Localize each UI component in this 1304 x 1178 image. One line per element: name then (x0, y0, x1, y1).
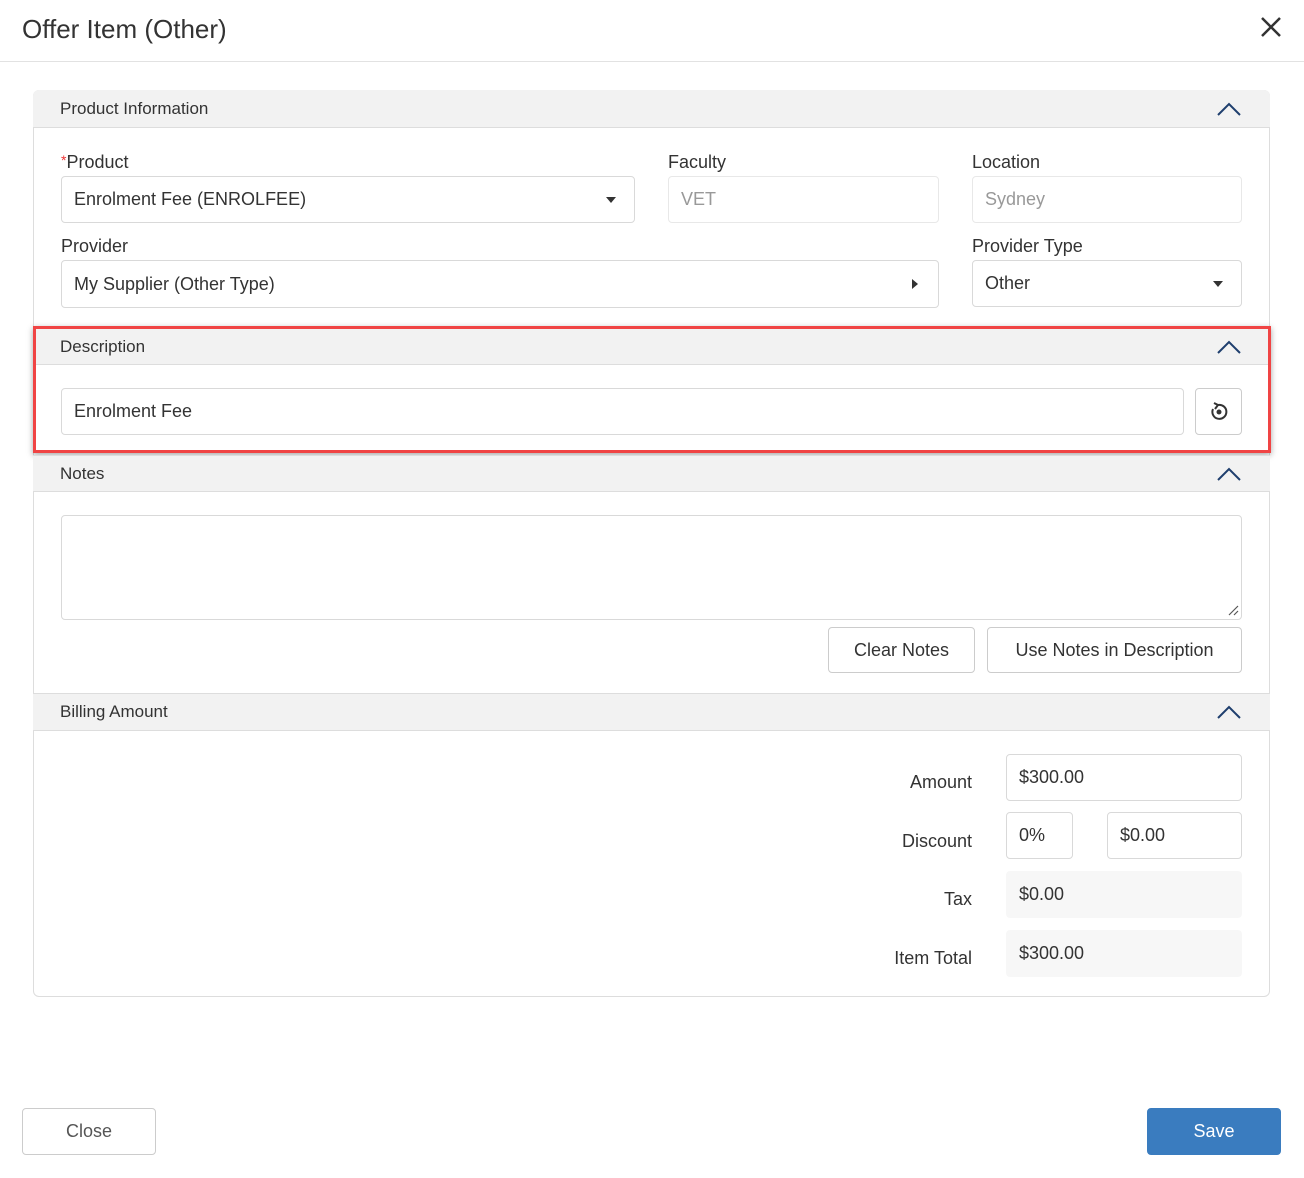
use-notes-in-description-button[interactable]: Use Notes in Description (987, 627, 1242, 673)
location-field: Sydney (972, 176, 1242, 223)
provider-type-value: Other (985, 273, 1031, 293)
provider-value: My Supplier (Other Type) (74, 273, 275, 294)
item-total-field: $300.00 (1006, 930, 1242, 977)
chevron-up-icon[interactable] (1216, 704, 1242, 720)
tax-field: $0.00 (1006, 871, 1242, 918)
resize-handle-icon[interactable] (1227, 604, 1239, 616)
save-button[interactable]: Save (1147, 1108, 1281, 1155)
description-input[interactable]: Enrolment Fee (61, 388, 1184, 435)
section-header-description[interactable]: Description (33, 328, 1270, 365)
item-total-label: Item Total (894, 948, 972, 968)
description-highlight (33, 326, 1271, 453)
section-title: Notes (60, 463, 105, 483)
faculty-label: Faculty (668, 152, 727, 172)
caret-down-icon (606, 196, 616, 203)
product-label: *Product (61, 152, 129, 173)
discount-label: Discount (901, 831, 972, 851)
faculty-field: VET (668, 176, 939, 223)
close-icon[interactable] (1258, 14, 1284, 40)
location-label: Location (972, 152, 1041, 172)
close-button[interactable]: Close (22, 1108, 156, 1155)
divider (0, 61, 1304, 62)
notes-textarea[interactable] (61, 515, 1242, 620)
section-header-product-information[interactable]: Product Information (33, 90, 1270, 128)
chevron-up-icon[interactable] (1216, 339, 1242, 355)
reset-icon (1210, 401, 1227, 420)
provider-type-select[interactable]: Other (972, 260, 1242, 307)
chevron-up-icon[interactable] (1216, 466, 1242, 482)
required-mark: * (61, 152, 67, 168)
section-title: Product Information (60, 98, 209, 118)
chevron-up-icon[interactable] (1216, 101, 1242, 117)
clear-notes-button[interactable]: Clear Notes (828, 627, 975, 673)
section-title: Description (60, 336, 146, 356)
provider-type-label: Provider Type (972, 236, 1083, 256)
section-header-billing-amount[interactable]: Billing Amount (33, 693, 1270, 731)
product-value: Enrolment Fee (ENROLFEE) (74, 189, 307, 209)
dialog-title: Offer Item (Other) (22, 14, 227, 44)
product-select[interactable]: Enrolment Fee (ENROLFEE) (61, 176, 635, 223)
section-header-notes[interactable]: Notes (33, 455, 1270, 492)
product-label-text: Product (66, 152, 129, 172)
discount-percent-input[interactable]: 0% (1006, 812, 1073, 859)
caret-down-icon (1213, 280, 1223, 287)
tax-label: Tax (943, 889, 972, 909)
provider-label: Provider (61, 236, 129, 256)
reset-description-button[interactable] (1195, 388, 1242, 435)
amount-label: Amount (909, 772, 972, 792)
discount-amount-input[interactable]: $0.00 (1107, 812, 1242, 859)
provider-select[interactable]: My Supplier (Other Type) (61, 260, 939, 308)
caret-right-icon (912, 279, 918, 289)
section-title: Billing Amount (60, 702, 168, 721)
amount-input[interactable]: $300.00 (1006, 754, 1242, 801)
